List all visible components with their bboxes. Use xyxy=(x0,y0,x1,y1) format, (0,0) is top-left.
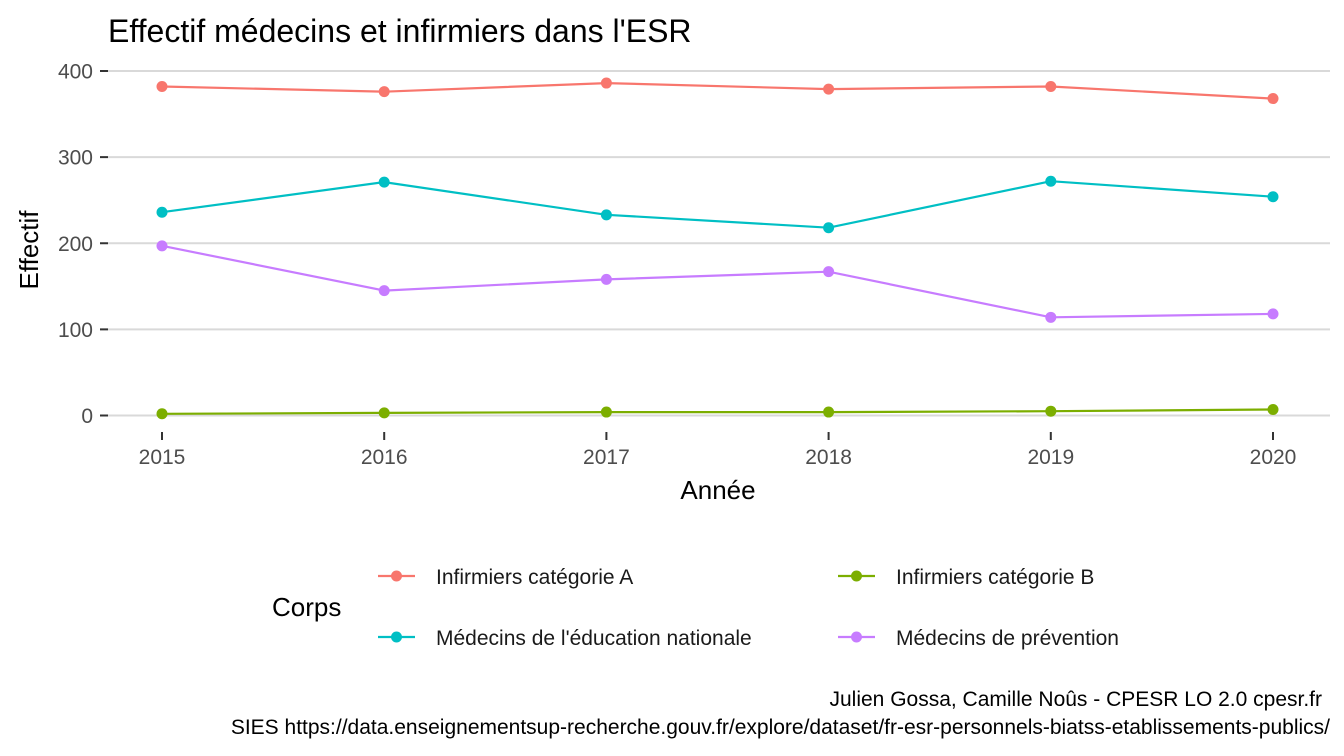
legend-label: Médecins de l'éducation nationale xyxy=(436,627,752,650)
data-point xyxy=(378,86,390,98)
series-line xyxy=(161,81,1274,100)
x-tick-label: 2020 xyxy=(1250,446,1297,469)
data-point xyxy=(156,206,168,218)
y-axis-title: Effectif xyxy=(14,210,44,290)
legend-key-point xyxy=(391,631,402,643)
legend-item: Infirmiers catégorie A xyxy=(378,566,633,589)
legend-item: Médecins de l'éducation nationale xyxy=(378,627,752,650)
legend-key-point xyxy=(391,570,402,582)
data-point xyxy=(600,273,612,285)
series-3 xyxy=(156,175,1279,234)
data-point xyxy=(156,240,168,252)
series-4 xyxy=(156,240,1279,323)
legend-label: Infirmiers catégorie B xyxy=(896,566,1094,589)
data-point xyxy=(1045,311,1057,323)
gridlines xyxy=(108,70,1330,417)
legend-item: Infirmiers catégorie B xyxy=(838,566,1094,589)
data-point xyxy=(823,406,835,418)
y-axis-ticks: 0 100 200 300 400 xyxy=(58,61,108,428)
caption-credits: Julien Gossa, Camille Noûs - CPESR LO 2.… xyxy=(829,688,1322,711)
data-point xyxy=(378,285,390,297)
chart-title: Effectif médecins et infirmiers dans l'E… xyxy=(108,13,692,49)
data-point xyxy=(1267,191,1279,203)
y-tick-label: 100 xyxy=(58,319,93,342)
data-point xyxy=(823,83,835,95)
data-point xyxy=(1045,405,1057,417)
series-line xyxy=(161,244,1274,319)
data-point xyxy=(156,408,168,420)
x-tick-label: 2016 xyxy=(361,446,408,469)
x-tick-label: 2017 xyxy=(583,446,630,469)
data-point xyxy=(1267,308,1279,320)
legend-label: Infirmiers catégorie A xyxy=(436,566,633,589)
legend-key-point xyxy=(851,631,862,643)
x-tick-label: 2018 xyxy=(805,446,852,469)
data-point xyxy=(1267,403,1279,415)
legend-item: Médecins de prévention xyxy=(838,627,1119,650)
y-tick-label: 300 xyxy=(58,147,93,170)
x-tick-label: 2015 xyxy=(139,446,186,469)
y-tick-label: 200 xyxy=(58,233,93,256)
legend-label: Médecins de prévention xyxy=(896,627,1119,650)
y-tick-label: 400 xyxy=(58,61,93,84)
x-axis-title: Année xyxy=(680,475,755,505)
y-tick-label: 0 xyxy=(81,405,93,428)
data-point xyxy=(600,209,612,221)
legend-title: Corps xyxy=(272,592,341,622)
data-point xyxy=(1045,175,1057,187)
legend: Infirmiers catégorie A Infirmiers catégor… xyxy=(378,566,1119,650)
data-point xyxy=(378,176,390,188)
data-point xyxy=(156,81,168,93)
caption-source: SIES https://data.enseignementsup-recher… xyxy=(231,716,1330,739)
legend-key-point xyxy=(851,570,862,582)
data-point xyxy=(1267,93,1279,105)
series-2 xyxy=(156,403,1279,420)
data-point xyxy=(823,222,835,234)
series-1 xyxy=(156,77,1279,105)
data-point xyxy=(378,407,390,419)
series-group xyxy=(156,77,1279,420)
x-axis-ticks: 2015 2016 2017 2018 2019 2020 xyxy=(139,432,1297,469)
data-point xyxy=(600,77,612,89)
series-line xyxy=(161,408,1274,415)
x-tick-label: 2019 xyxy=(1027,446,1074,469)
data-point xyxy=(600,406,612,418)
data-point xyxy=(1045,81,1057,93)
series-line xyxy=(161,180,1274,229)
data-point xyxy=(823,266,835,278)
